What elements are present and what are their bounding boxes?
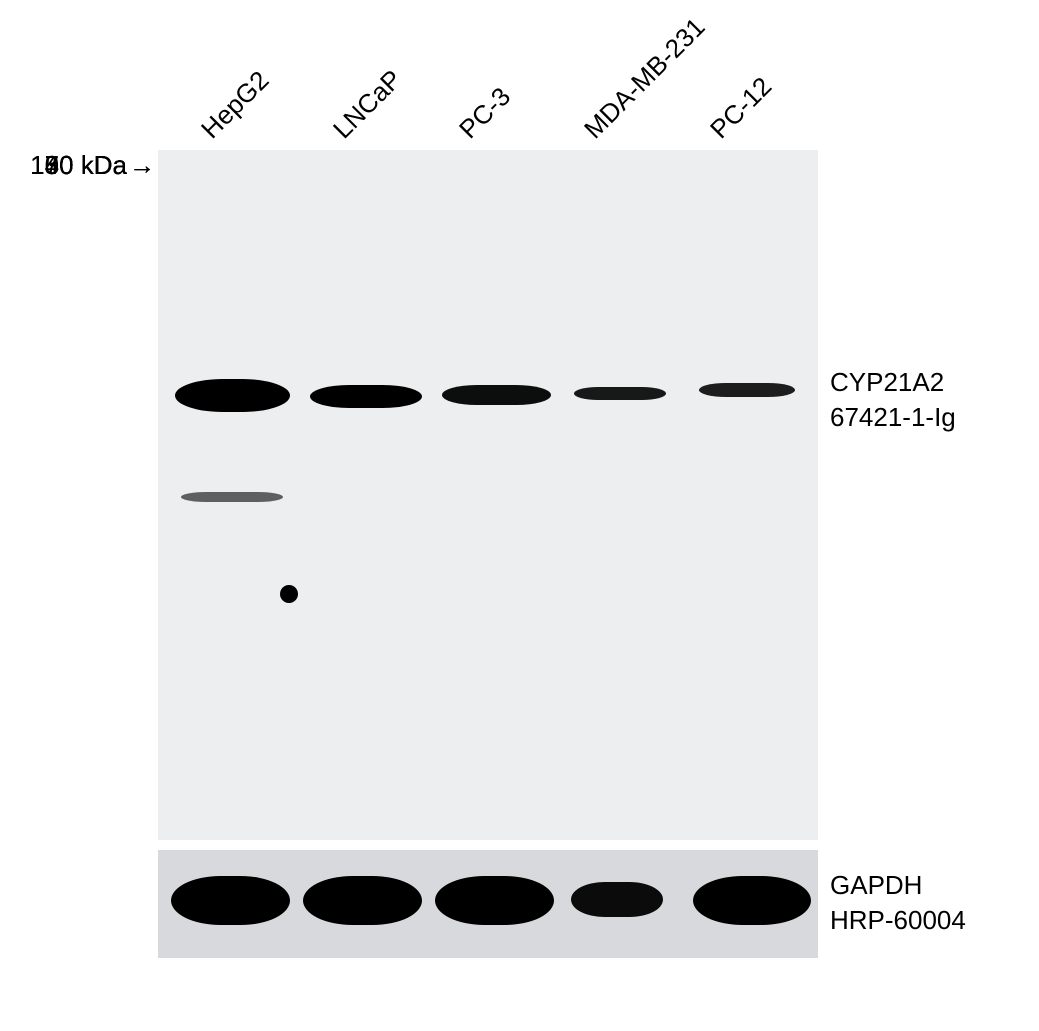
ladder-value: 30 kDa xyxy=(45,150,127,181)
ladder-tick: 30 kDa→ xyxy=(45,150,155,181)
blot-band xyxy=(699,383,795,397)
blot-band xyxy=(310,385,422,408)
western-blot-figure: HepG2 LNCaP PC-3 MDA-MB-231 PC-12 150 kD… xyxy=(0,0,1039,1031)
target-name: CYP21A2 xyxy=(830,365,956,400)
lane-label: MDA-MB-231 xyxy=(578,12,711,145)
artifact-dot xyxy=(280,585,298,603)
blot-band xyxy=(175,379,291,412)
blot-band xyxy=(442,385,551,406)
lane-label: PC-3 xyxy=(453,81,517,145)
blot-band xyxy=(435,876,554,925)
blot-band xyxy=(571,882,663,917)
loading-control-annotation: GAPDH HRP-60004 xyxy=(830,868,966,938)
blot-band xyxy=(693,876,812,925)
arrow-right-icon: → xyxy=(129,150,155,181)
gapdh-blot-membrane xyxy=(158,850,818,958)
blot-band xyxy=(181,492,283,502)
catalog-number: 67421-1-Ig xyxy=(830,400,956,435)
blot-band xyxy=(171,876,290,925)
lane-label: LNCaP xyxy=(327,64,408,145)
target-annotation: CYP21A2 67421-1-Ig xyxy=(830,365,956,435)
blot-band xyxy=(574,387,666,401)
lane-label: HepG2 xyxy=(195,65,275,145)
main-blot-membrane: WWW.PTGLAB.COM xyxy=(158,150,818,840)
target-name: GAPDH xyxy=(830,868,966,903)
lane-labels-row: HepG2 LNCaP PC-3 MDA-MB-231 PC-12 xyxy=(158,15,818,145)
catalog-number: HRP-60004 xyxy=(830,903,966,938)
blot-band xyxy=(303,876,422,925)
lane-label: PC-12 xyxy=(704,71,778,145)
